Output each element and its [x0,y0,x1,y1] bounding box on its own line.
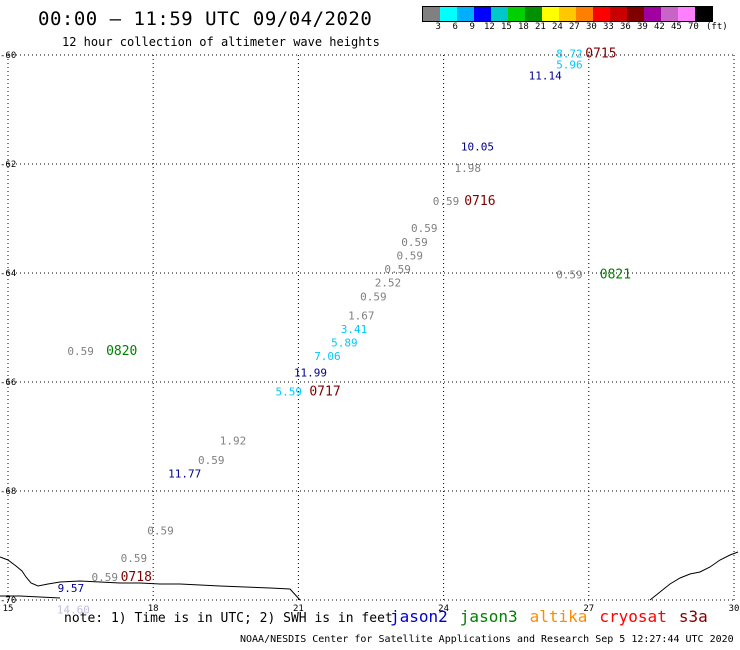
wave-height-value: 0.59 [411,222,438,235]
wave-height-value: 0.59 [556,268,583,281]
colorbar-label: 15 [501,22,512,32]
colorbar-swatch [661,7,678,21]
wave-height-value: 7.06 [314,350,341,363]
colorbar-label: 36 [620,22,631,32]
wave-height-value: 1.92 [220,435,247,448]
colorbar-swatch [695,7,712,21]
colorbar-swatch [457,7,474,21]
wave-height-value: 11.77 [168,467,201,480]
satellite-legend-cryosat: cryosat [599,607,667,626]
colorbar-swatch [576,7,593,21]
y-tick-label: -62 [0,160,16,170]
colorbar-label: 45 [671,22,682,32]
wave-height-colorbar [422,6,713,22]
axis-tick-labels: 15 18 21 24 27 30 -60 -62 -64 -66 -68 -70 [0,51,739,614]
graticule [7,54,735,601]
x-tick-label: 30 [729,604,740,614]
wave-height-value: 0.59 [198,454,225,467]
satellite-legend: jason2 jason3 altika cryosat s3a [390,607,720,626]
wave-height-value: 8.72 [556,48,583,61]
colorbar-label: 33 [603,22,614,32]
wave-height-value: 14.60 [57,604,90,617]
footnote: note: 1) Time is in UTC; 2) SWH is in fe… [64,611,393,626]
pass-time-label: 0821 [600,267,631,282]
wave-height-value: 5.59 [275,386,302,399]
wave-height-value: 0.59 [360,290,387,303]
y-tick-label: -68 [0,487,16,497]
colorbar-label: 18 [518,22,529,32]
wave-height-value: 3.41 [341,323,368,336]
colorbar-label: (ft) [706,22,728,32]
satellite-legend-s3a: s3a [678,607,708,626]
colorbar-swatch [508,7,525,21]
colorbar-swatch [491,7,508,21]
colorbar-label: 3 [435,22,441,32]
wave-height-value: 11.14 [529,70,562,83]
x-tick-label: 21 [293,604,304,614]
x-tick-label: 27 [583,604,594,614]
colorbar-label: 9 [469,22,475,32]
colorbar-swatch [644,7,661,21]
colorbar-swatch [474,7,491,21]
satellite-legend-jason3: jason3 [459,607,518,626]
wave-height-value: 0.59 [433,195,460,208]
colorbar-label: 12 [484,22,495,32]
colorbar-label: 70 [688,22,699,32]
y-tick-label: -70 [0,596,16,606]
colorbar-label: 27 [569,22,580,32]
wave-height-value: 5.96 [556,59,583,72]
wave-height-value: 0.59 [121,552,148,565]
y-tick-label: -60 [0,51,16,61]
antarctic-coastline [0,556,301,601]
map-title: 00:00 – 11:59 UTC 09/04/2020 [38,8,373,30]
coastline [0,551,739,601]
satellite-legend-jason2: jason2 [390,607,448,626]
wave-height-value: 0.59 [401,236,428,249]
wave-height-value: 5.89 [331,337,358,350]
x-tick-label: 24 [438,604,449,614]
pass-time-label: 0717 [309,385,340,400]
colorbar-swatch [610,7,627,21]
colorbar-swatch [542,7,559,21]
colorbar-swatch [559,7,576,21]
colorbar-swatch [593,7,610,21]
colorbar-label: 21 [535,22,546,32]
pass-time-label: 0718 [121,570,152,585]
wave-height-value: 9.57 [58,582,85,595]
colorbar-label: 6 [452,22,458,32]
x-tick-label: 15 [3,604,14,614]
y-tick-label: -66 [0,378,16,388]
wave-height-value: 0.59 [384,263,411,276]
wave-height-value: 0.59 [396,249,423,262]
wave-height-value: 10.05 [461,140,494,153]
colorbar-label: 42 [654,22,665,32]
wave-height-value: 0.59 [67,345,94,358]
colorbar-label: 30 [586,22,597,32]
colorbar-label: 24 [552,22,563,32]
pass-time-label: 0820 [106,344,137,359]
pass-time-label: 0715 [585,47,616,62]
credit-line: NOAA/NESDIS Center for Satellite Applica… [240,634,734,645]
colorbar-swatch [525,7,542,21]
colorbar-swatch [627,7,644,21]
wave-height-value: 2.52 [375,277,402,290]
colorbar-swatch [678,7,695,21]
antarctic-coastline-inner [0,595,61,599]
wave-height-value: 0.59 [147,525,174,538]
colorbar-swatch [440,7,457,21]
satellite-legend-altika: altika [529,607,588,626]
wave-height-value: 0.59 [92,571,119,584]
pass-time-label: 0716 [464,194,495,209]
colorbar-label: 39 [637,22,648,32]
antarctic-coastline-east [649,551,739,601]
y-tick-label: -64 [0,269,16,279]
wave-height-value: 1.67 [348,309,375,322]
map-subtitle: 12 hour collection of altimeter wave hei… [62,35,380,49]
wave-height-value: 1.98 [455,162,482,175]
colorbar-swatch [423,7,440,21]
wave-height-value: 11.99 [294,367,327,380]
x-tick-label: 18 [148,604,159,614]
